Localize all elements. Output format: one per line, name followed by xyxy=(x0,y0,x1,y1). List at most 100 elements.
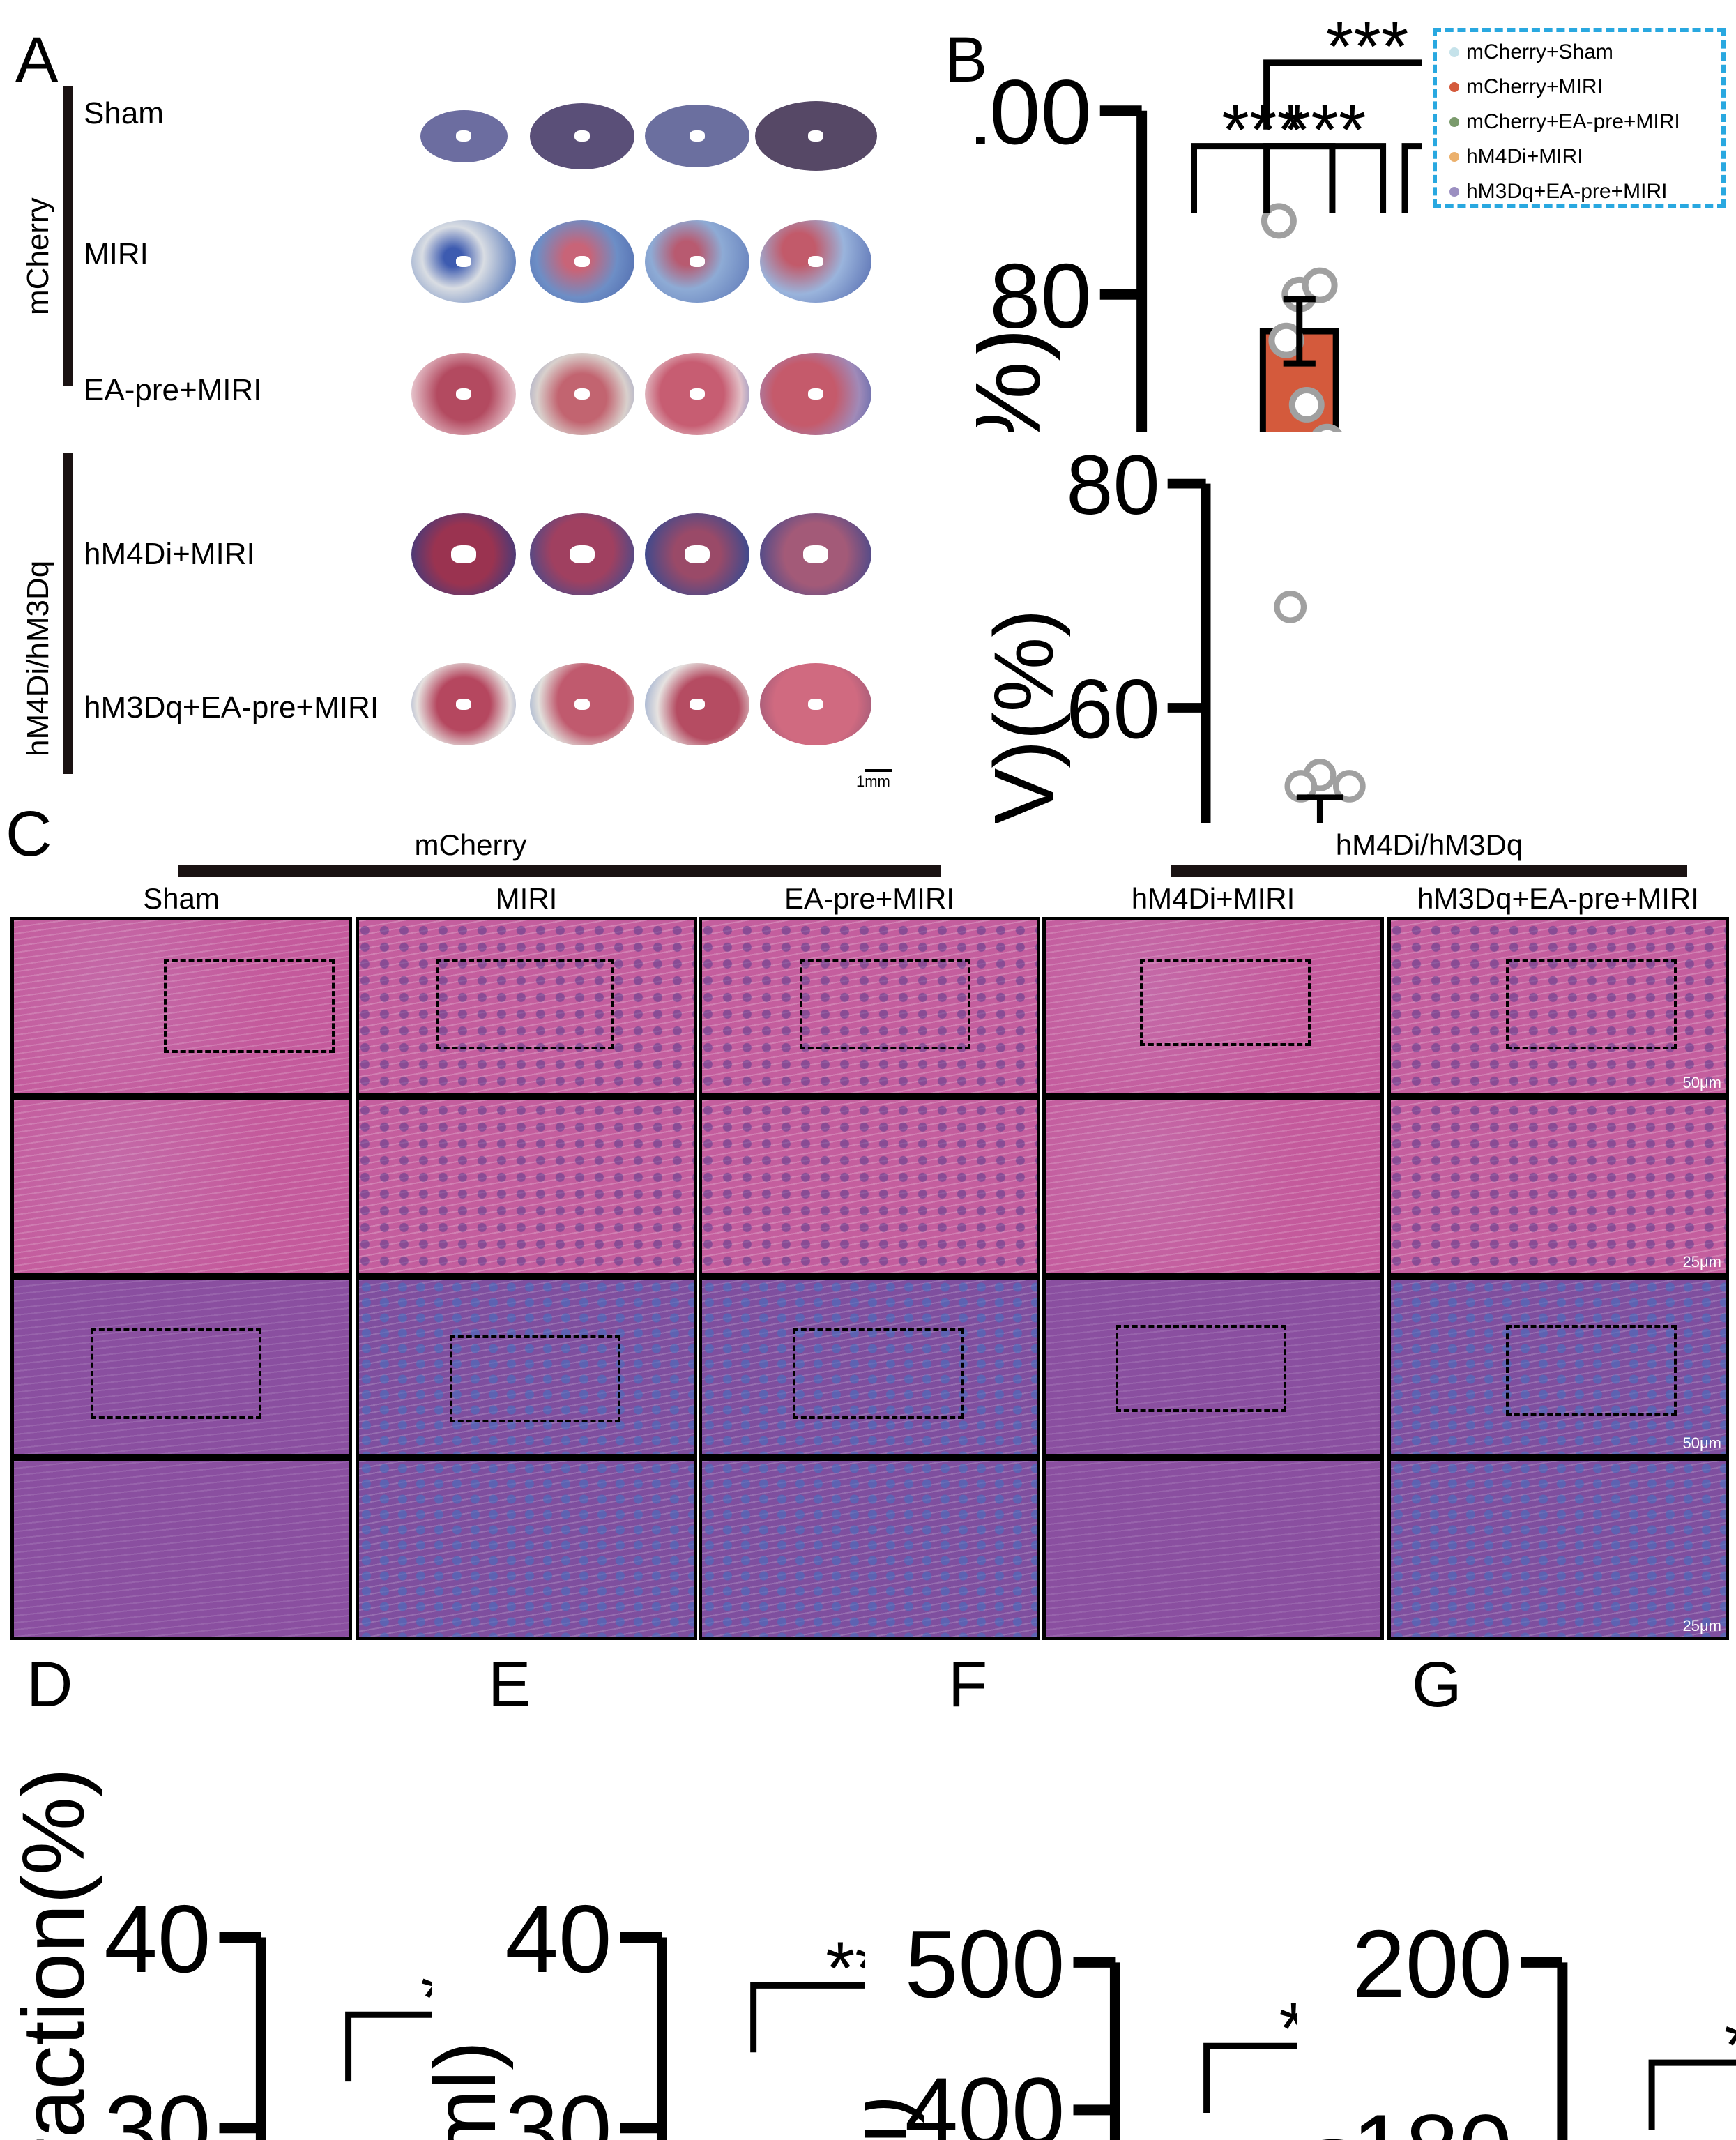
y-tick-label: 400 xyxy=(905,2058,1065,2140)
legend-label: mCherry+EA-pre+MIRI xyxy=(1466,110,1680,133)
group-label-mcherry: mCherry xyxy=(21,197,55,315)
y-tick-label: 40 xyxy=(505,1885,611,1993)
ventricle-lumen xyxy=(456,130,471,142)
significance-bracket xyxy=(1203,2042,1297,2114)
y-axis-label: cTnT(pg/ml) xyxy=(865,2095,925,2140)
heart-slice-image xyxy=(530,513,634,595)
y-axis-label: CK-MB(ng/ml) xyxy=(432,2041,514,2140)
zoom-region-box xyxy=(1506,959,1677,1049)
chart-aar-lv-rv: 020406080AAR/(LV+RV)(%) xyxy=(977,438,1366,823)
scale-bar-label: 50μm xyxy=(1682,1074,1721,1091)
heart-slice-image xyxy=(754,101,877,171)
heart-slice-image xyxy=(645,220,749,303)
row-label-miri: MIRI xyxy=(84,237,149,271)
ventricle-lumen xyxy=(808,699,823,710)
significance-label: *** xyxy=(1221,91,1304,170)
y-tick-label: 500 xyxy=(905,1911,1065,2018)
column-title: EA-pre+MIRI xyxy=(784,882,954,915)
ventricle-lumen xyxy=(456,256,471,267)
ventricle-lumen xyxy=(808,256,823,267)
heart-slice-image xyxy=(411,353,516,435)
significance-label: *** xyxy=(1284,91,1366,170)
zoom-region-box xyxy=(1116,1325,1286,1412)
ventricle-lumen xyxy=(690,130,705,142)
heart-slice-image xyxy=(645,353,749,435)
masson-histology-image: 25μm xyxy=(1387,1457,1729,1640)
masson-histology-image xyxy=(356,1276,697,1457)
significance-label: *** xyxy=(825,1925,865,2010)
heart-slice-image xyxy=(645,105,749,167)
y-tick-label: 60 xyxy=(1066,662,1159,756)
heart-slice-image xyxy=(645,513,749,595)
zoom-region-box xyxy=(91,1328,261,1419)
ventricle-lumen xyxy=(574,699,590,710)
legend-item-sham: mCherry+Sham xyxy=(1449,40,1613,64)
ventricle-lumen xyxy=(690,256,705,267)
legend-label: mCherry+MIRI xyxy=(1466,75,1603,98)
ventricle-lumen xyxy=(685,545,710,563)
he-histology-image xyxy=(10,1097,352,1276)
data-point xyxy=(1302,267,1338,303)
legend: mCherry+Sham mCherry+MIRI mCherry+EA-pre… xyxy=(1433,28,1726,208)
zoom-region-box xyxy=(450,1335,620,1422)
scale-bar-label: 1mm xyxy=(856,773,890,790)
zoom-region-box xyxy=(164,959,335,1053)
chart-ne: 120140160180200NE(pg/ml)************ xyxy=(1297,1911,1736,2140)
legend-item-hm3dq-ea-pre-miri: hM3Dq+EA-pre+MIRI xyxy=(1449,180,1667,204)
y-tick-label: 40 xyxy=(104,1885,211,1993)
data-point xyxy=(1311,423,1343,432)
significance-label: *** xyxy=(1279,1986,1297,2070)
group-bar-mcherry-c xyxy=(178,865,941,877)
zoom-region-box xyxy=(436,959,614,1049)
masson-histology-image xyxy=(1042,1276,1384,1457)
panel-letter-c: C xyxy=(6,798,52,870)
ventricle-lumen xyxy=(451,545,476,563)
heart-slice-image xyxy=(420,109,508,162)
scale-bar-label: 25μm xyxy=(1682,1617,1721,1634)
heart-slice-image xyxy=(760,220,871,303)
heart-slice-image xyxy=(411,663,516,745)
group-bar-hm4di-hm3dq-c xyxy=(1171,865,1687,877)
legend-item-ea-pre-miri: mCherry+EA-pre+MIRI xyxy=(1449,110,1680,134)
group-bar-mcherry xyxy=(63,86,73,386)
legend-dot-icon xyxy=(1449,82,1459,92)
he-histology-image xyxy=(10,917,352,1097)
masson-histology-image xyxy=(10,1276,352,1457)
masson-histology-image: 50μm xyxy=(1387,1276,1729,1457)
heart-slice-image xyxy=(530,663,634,745)
heart-slice-image xyxy=(760,353,871,435)
he-histology-image: 25μm xyxy=(1387,1097,1729,1276)
panel-letter-a: A xyxy=(15,24,59,96)
column-title: Sham xyxy=(143,882,220,915)
heart-slice-image xyxy=(530,103,634,169)
ventricle-lumen xyxy=(574,256,590,267)
heart-slice-image xyxy=(530,220,634,303)
row-label-hm4di-miri: hM4Di+MIRI xyxy=(84,537,255,571)
heart-slice-image xyxy=(411,513,516,595)
scale-bar-label: 50μm xyxy=(1682,1434,1721,1452)
heart-slice-image xyxy=(645,663,749,745)
legend-label: mCherry+Sham xyxy=(1466,40,1613,63)
zoom-region-box xyxy=(800,959,970,1049)
y-axis-label: NE(pg/ml) xyxy=(1297,2134,1374,2140)
masson-histology-image xyxy=(1042,1457,1384,1640)
legend-item-miri: mCherry+MIRI xyxy=(1449,75,1603,99)
y-tick-label: 180 xyxy=(1352,2095,1512,2140)
significance-bracket xyxy=(1263,59,1422,130)
significance-label: *** xyxy=(420,1955,432,2039)
masson-histology-image xyxy=(699,1276,1040,1457)
data-point xyxy=(1288,387,1325,423)
ventricle-lumen xyxy=(456,699,471,710)
significance-label: *** xyxy=(1724,2003,1736,2087)
significance-label: *** xyxy=(1326,7,1409,86)
legend-label: hM4Di+MIRI xyxy=(1466,145,1583,168)
ventricle-lumen xyxy=(574,388,590,400)
he-histology-image: 50μm xyxy=(1387,917,1729,1097)
ventricle-lumen xyxy=(456,388,471,400)
legend-dot-icon xyxy=(1449,47,1459,57)
heart-slice-image xyxy=(760,513,871,595)
legend-dot-icon xyxy=(1449,187,1459,197)
heart-slice-image xyxy=(760,663,871,745)
he-histology-image xyxy=(1042,1097,1384,1276)
panel-letter-f: F xyxy=(948,1649,988,1720)
